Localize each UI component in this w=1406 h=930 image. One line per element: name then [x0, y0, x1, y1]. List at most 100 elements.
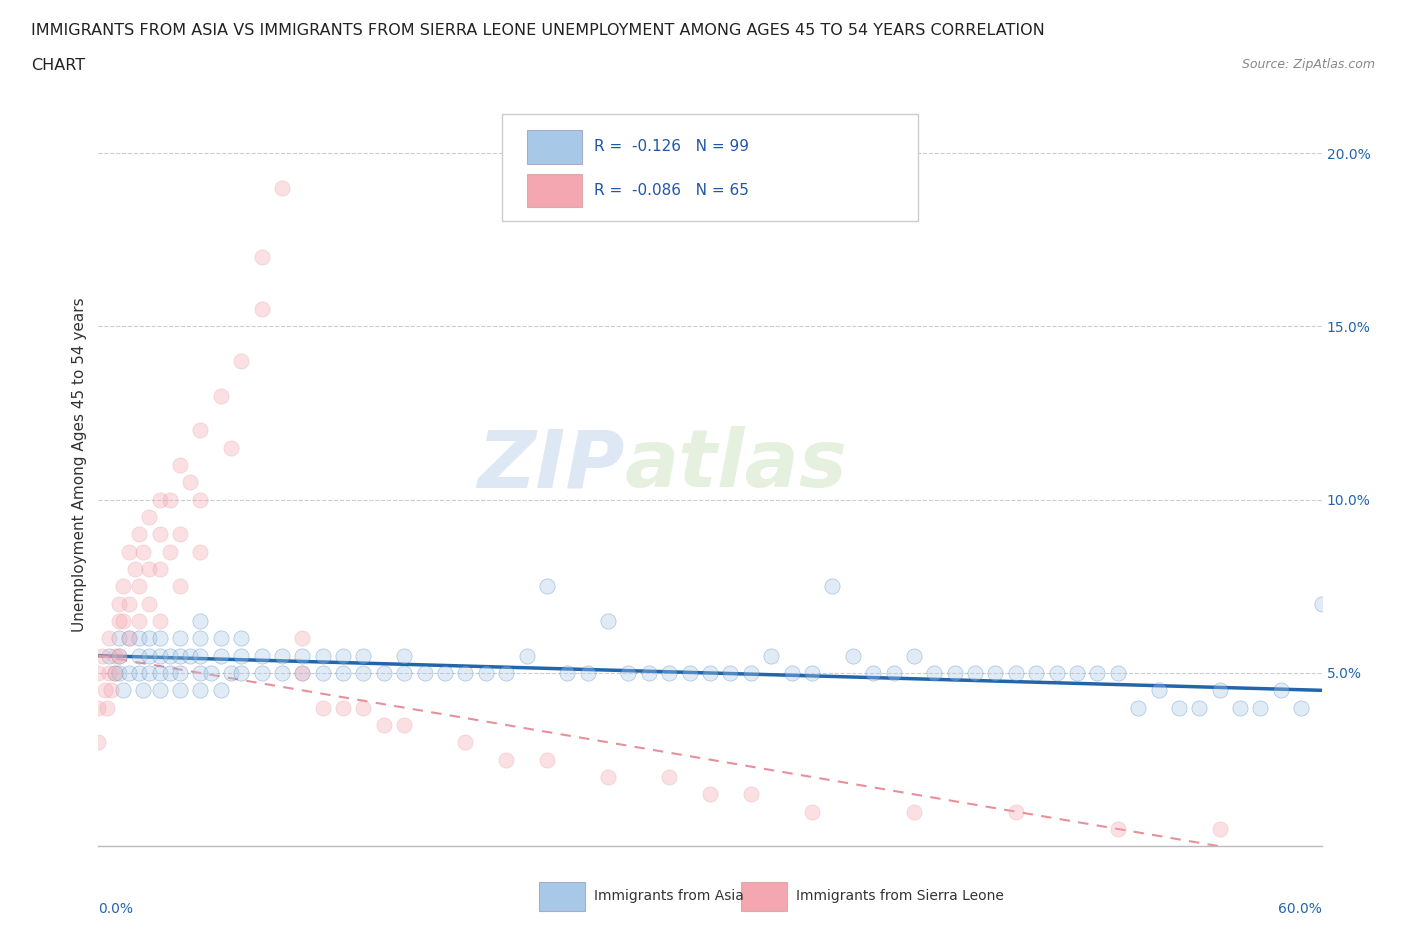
- Point: [536, 752, 558, 767]
- Point: [392, 648, 416, 663]
- Point: [637, 666, 661, 681]
- Point: [108, 631, 131, 645]
- Point: [474, 666, 498, 681]
- Point: [138, 666, 160, 681]
- Point: [332, 700, 354, 715]
- FancyBboxPatch shape: [741, 883, 787, 911]
- Point: [159, 544, 181, 559]
- Point: [91, 648, 114, 663]
- Point: [97, 648, 120, 663]
- Point: [111, 683, 134, 698]
- Point: [862, 666, 884, 681]
- Point: [128, 631, 150, 645]
- Point: [516, 648, 538, 663]
- Point: [132, 544, 155, 559]
- Point: [87, 735, 110, 750]
- Point: [118, 544, 141, 559]
- FancyBboxPatch shape: [538, 883, 585, 911]
- Point: [149, 527, 172, 542]
- Point: [188, 683, 212, 698]
- Point: [1085, 666, 1108, 681]
- Point: [231, 353, 253, 368]
- Text: Source: ZipAtlas.com: Source: ZipAtlas.com: [1241, 58, 1375, 71]
- Point: [179, 475, 201, 490]
- Point: [250, 648, 273, 663]
- Point: [984, 666, 1007, 681]
- Point: [138, 562, 160, 577]
- Point: [291, 666, 314, 681]
- Point: [100, 683, 122, 698]
- Point: [761, 648, 783, 663]
- Text: Immigrants from Asia: Immigrants from Asia: [593, 889, 744, 903]
- Point: [149, 614, 172, 629]
- Point: [413, 666, 436, 681]
- FancyBboxPatch shape: [502, 114, 918, 221]
- Point: [188, 492, 212, 507]
- Point: [138, 510, 160, 525]
- Point: [699, 787, 721, 802]
- Point: [392, 666, 416, 681]
- Point: [392, 718, 416, 733]
- Point: [104, 666, 127, 681]
- Point: [118, 596, 141, 611]
- Point: [740, 787, 762, 802]
- Point: [434, 666, 457, 681]
- Point: [965, 666, 987, 681]
- Point: [1249, 700, 1271, 715]
- Point: [1025, 666, 1047, 681]
- Point: [149, 562, 172, 577]
- Point: [495, 666, 517, 681]
- Point: [188, 423, 212, 438]
- Point: [149, 683, 172, 698]
- Point: [111, 614, 134, 629]
- Point: [169, 631, 191, 645]
- Point: [169, 683, 191, 698]
- Point: [169, 527, 191, 542]
- Point: [104, 666, 127, 681]
- Point: [128, 666, 150, 681]
- Point: [250, 666, 273, 681]
- Point: [188, 666, 212, 681]
- Point: [87, 666, 110, 681]
- Point: [658, 769, 681, 784]
- Point: [138, 648, 160, 663]
- Text: atlas: atlas: [624, 426, 848, 504]
- Point: [495, 752, 517, 767]
- Point: [922, 666, 945, 681]
- Point: [159, 648, 181, 663]
- Point: [138, 596, 160, 611]
- Point: [128, 614, 150, 629]
- Point: [1147, 683, 1170, 698]
- Point: [149, 492, 172, 507]
- Point: [250, 301, 273, 316]
- Point: [118, 666, 141, 681]
- Point: [658, 666, 681, 681]
- Point: [352, 700, 374, 715]
- Point: [97, 631, 120, 645]
- Point: [312, 666, 335, 681]
- Point: [111, 578, 134, 593]
- Point: [454, 666, 477, 681]
- Point: [373, 718, 395, 733]
- Point: [96, 700, 118, 715]
- Point: [1004, 804, 1026, 819]
- Point: [943, 666, 966, 681]
- Point: [188, 631, 212, 645]
- Point: [231, 648, 253, 663]
- Point: [188, 544, 212, 559]
- Point: [1167, 700, 1189, 715]
- Point: [108, 614, 131, 629]
- Text: 0.0%: 0.0%: [98, 902, 134, 916]
- Point: [312, 648, 335, 663]
- Point: [124, 562, 146, 577]
- Point: [780, 666, 803, 681]
- Point: [169, 666, 191, 681]
- Text: 60.0%: 60.0%: [1278, 902, 1322, 916]
- Point: [454, 735, 477, 750]
- Point: [1270, 683, 1292, 698]
- Point: [1066, 666, 1088, 681]
- Text: IMMIGRANTS FROM ASIA VS IMMIGRANTS FROM SIERRA LEONE UNEMPLOYMENT AMONG AGES 45 : IMMIGRANTS FROM ASIA VS IMMIGRANTS FROM …: [31, 23, 1045, 38]
- Point: [169, 458, 191, 472]
- Point: [132, 683, 155, 698]
- Point: [1128, 700, 1150, 715]
